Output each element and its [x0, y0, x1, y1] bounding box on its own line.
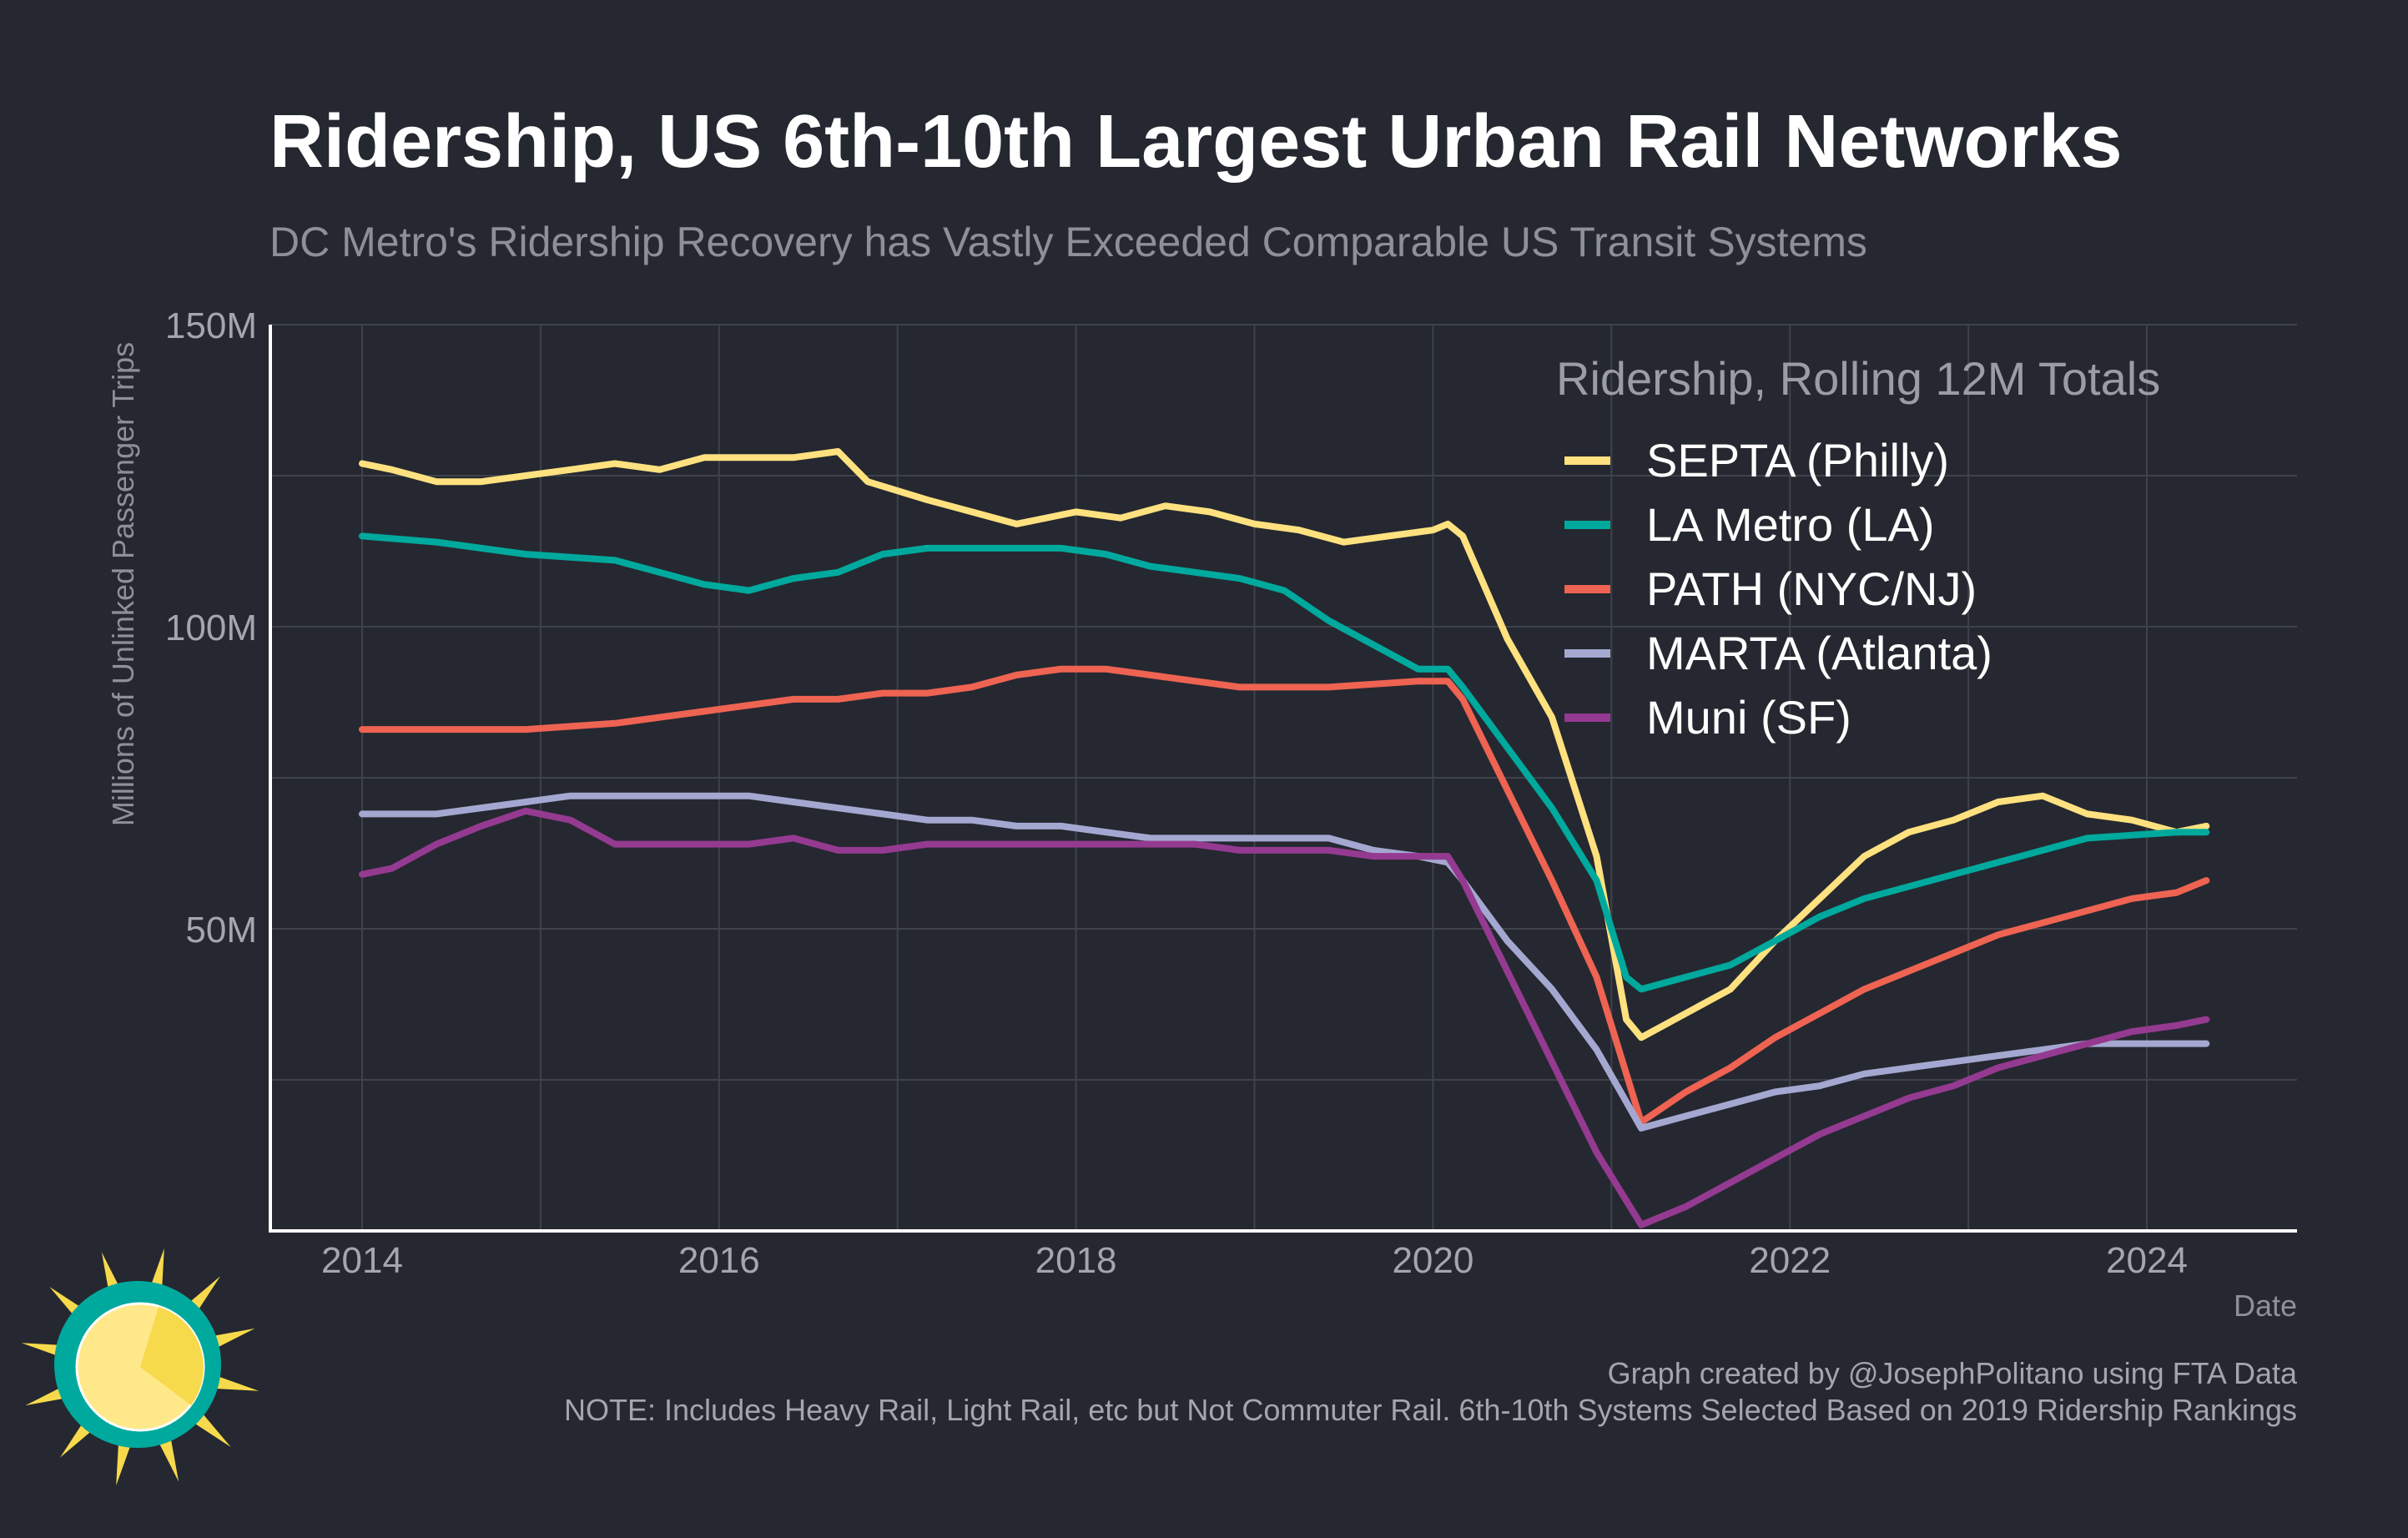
y-tick-label: 150M — [165, 305, 257, 346]
legend-label: PATH (NYC/NJ) — [1646, 562, 1977, 615]
series-line-3 — [359, 792, 2210, 1132]
footer-credit: Graph created by @JosephPolitano using F… — [1608, 1356, 2298, 1390]
y-tick-label: 100M — [165, 608, 257, 648]
series-line-4 — [359, 807, 2210, 1228]
legend-label: LA Metro (LA) — [1646, 498, 1934, 551]
x-tick-label: 2022 — [1749, 1240, 1831, 1281]
footer-note: NOTE: Includes Heavy Rail, Light Rail, e… — [564, 1393, 2297, 1427]
legend-label: Muni (SF) — [1646, 691, 1851, 744]
x-axis-title: Date — [2234, 1288, 2297, 1323]
series-lines — [359, 448, 2210, 1228]
y-axis-title: Millions of Unlinked Passenger Trips — [106, 342, 140, 826]
x-tick-label: 2018 — [1035, 1240, 1117, 1281]
series-line-2 — [359, 665, 2210, 1126]
x-axis-ticks: 2014 2016 2018 2020 2022 2024 — [321, 1240, 2188, 1281]
chart-subtitle: DC Metro's Ridership Recovery has Vastly… — [270, 219, 1867, 265]
chart-title: Ridership, US 6th-10th Largest Urban Rai… — [270, 100, 2122, 184]
series-line-0 — [359, 448, 2210, 1041]
legend: Ridership, Rolling 12M Totals SEPTA (Phi… — [1556, 352, 2160, 744]
x-tick-label: 2024 — [2106, 1240, 2188, 1281]
x-tick-label: 2014 — [321, 1240, 403, 1281]
y-tick-label: 50M — [185, 910, 257, 951]
legend-title: Ridership, Rolling 12M Totals — [1556, 352, 2160, 405]
legend-label: SEPTA (Philly) — [1646, 434, 1949, 487]
x-tick-label: 2020 — [1392, 1240, 1474, 1281]
grid — [270, 324, 2297, 1231]
y-axis-ticks: 50M 100M 150M — [165, 305, 257, 951]
sun-logo-icon — [21, 1248, 259, 1486]
legend-label: MARTA (Atlanta) — [1646, 627, 1992, 679]
series-line-1 — [359, 532, 2210, 993]
x-tick-label: 2016 — [678, 1240, 760, 1281]
